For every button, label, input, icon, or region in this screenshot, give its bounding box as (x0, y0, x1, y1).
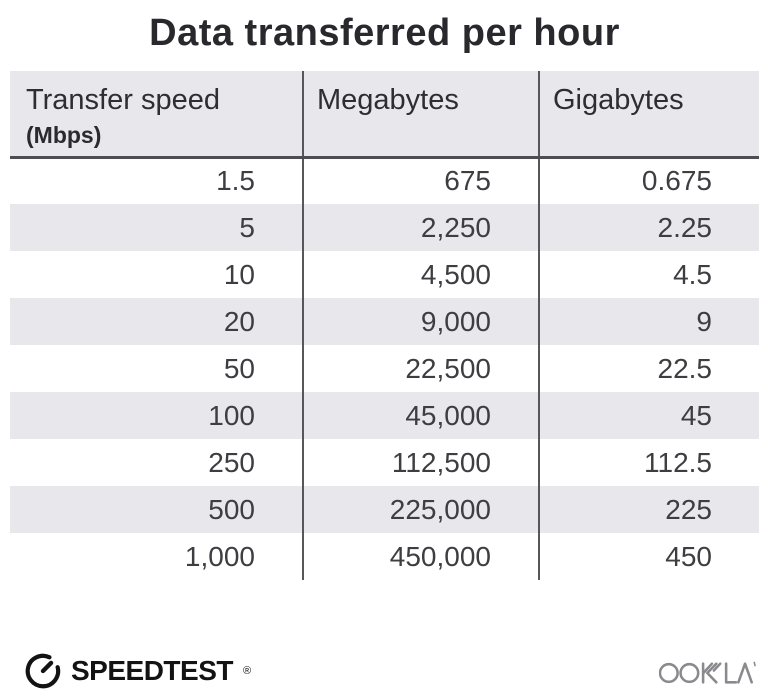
table-cell: 450 (538, 533, 759, 580)
table-cell: 9 (538, 298, 759, 345)
table-cell: 5 (10, 204, 303, 251)
table-row: 20 9,000 9 (10, 298, 759, 345)
table-header: Transfer speed (Mbps) Megabytes Gigabyte… (10, 71, 759, 159)
table-cell: 9,000 (302, 298, 539, 345)
table-row: 10 4,500 4.5 (10, 251, 759, 298)
table-cell: 1.5 (10, 157, 303, 204)
column-header-label: Megabytes (317, 84, 459, 116)
column-header-label: Transfer speed (26, 84, 220, 116)
column-header-gigabytes: Gigabytes (538, 71, 759, 159)
table-cell: 2.25 (538, 204, 759, 251)
column-header-megabytes: Megabytes (302, 71, 539, 159)
table-cell: 1,000 (10, 533, 303, 580)
table-cell: 225 (538, 486, 759, 533)
speedometer-gauge-icon (25, 653, 61, 689)
ookla-logo (658, 659, 757, 692)
table-row: 1.5 675 0.675 (10, 157, 759, 204)
table-cell: 22.5 (538, 345, 759, 392)
table-cell: 112,500 (302, 439, 539, 486)
ookla-wordmark (658, 661, 756, 684)
table-cell: 4.5 (538, 251, 759, 298)
table-cell: 4,500 (302, 251, 539, 298)
column-header-label: Gigabytes (553, 84, 684, 116)
page-title: Data transferred per hour (149, 12, 620, 54)
table-cell: 50 (10, 345, 303, 392)
table-row: 100 45,000 45 (10, 392, 759, 439)
table-row: 5 2,250 2.25 (10, 204, 759, 251)
table-cell: 45 (538, 392, 759, 439)
table-cell: 500 (10, 486, 303, 533)
footer-bar: SPEEDTEST ® (0, 645, 769, 698)
table-row: 1,000 450,000 450 (10, 533, 759, 580)
table-cell: 10 (10, 251, 303, 298)
table-cell: 20 (10, 298, 303, 345)
table-cell: 675 (302, 157, 539, 204)
speedtest-logo: SPEEDTEST ® (24, 652, 251, 690)
table-cell: 45,000 (302, 392, 539, 439)
speedtest-wordmark: SPEEDTEST (71, 655, 233, 686)
table-row: 250 112,500 112.5 (10, 439, 759, 486)
column-header-transfer-speed: Transfer speed (Mbps) (10, 71, 303, 159)
registered-trademark-symbol: ® (242, 665, 252, 677)
table-body: 1.5 675 0.675 5 2,250 2.25 10 4,500 4.5 20 9,000 9 5… (10, 157, 759, 580)
table-cell: 112.5 (538, 439, 759, 486)
table-cell: 100 (10, 392, 303, 439)
table-cell: 225,000 (302, 486, 539, 533)
table-cell: 450,000 (302, 533, 539, 580)
data-table: Transfer speed (Mbps) Megabytes Gigabyte… (10, 71, 759, 580)
table-cell: 0.675 (538, 157, 759, 204)
table-cell: 22,500 (302, 345, 539, 392)
table-cell: 2,250 (302, 204, 539, 251)
column-header-unit: (Mbps) (26, 122, 102, 148)
table-row: 50 22,500 22.5 (10, 345, 759, 392)
table-row: 500 225,000 225 (10, 486, 759, 533)
table-cell: 250 (10, 439, 303, 486)
table-header-row: Transfer speed (Mbps) Megabytes Gigabyte… (10, 71, 759, 159)
